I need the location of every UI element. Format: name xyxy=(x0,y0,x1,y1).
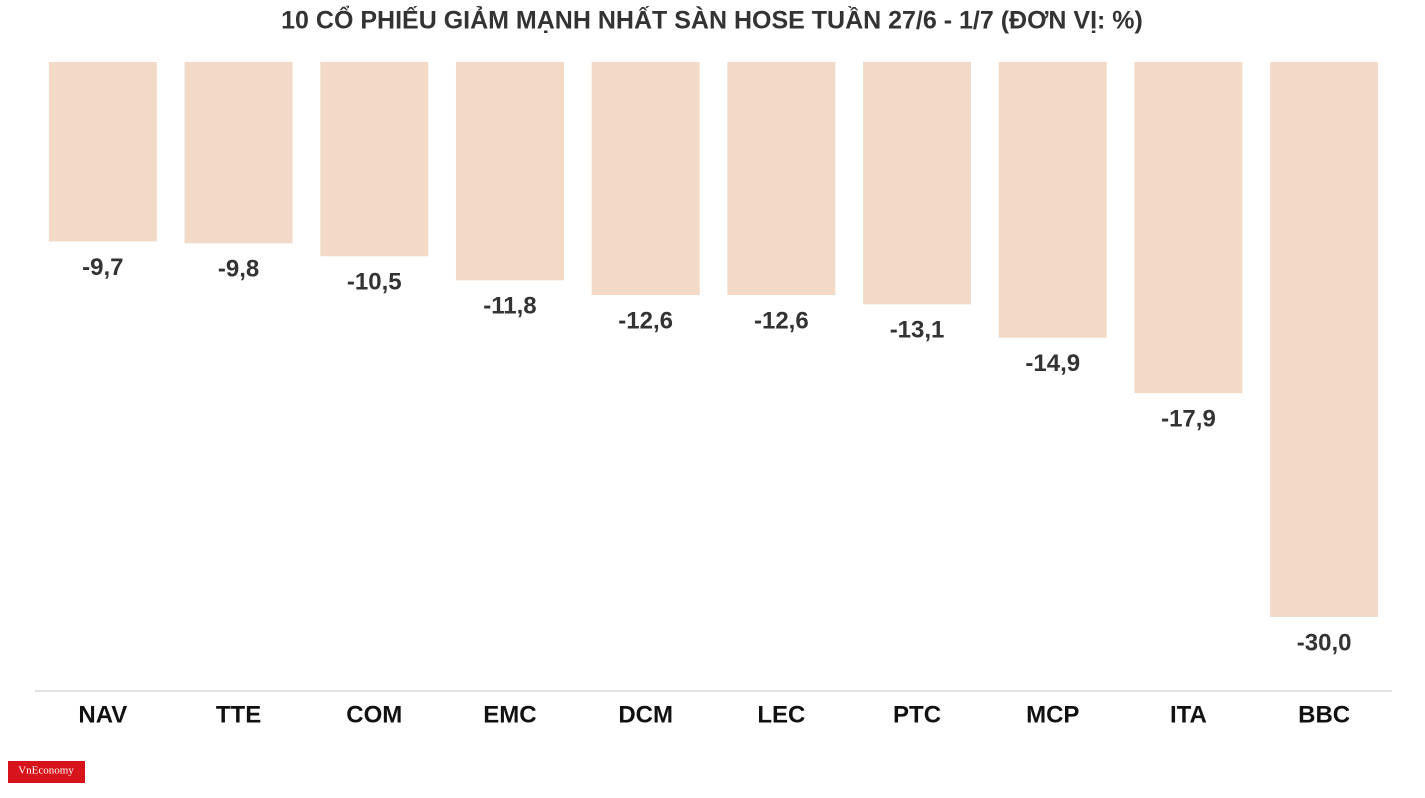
bar xyxy=(48,62,157,242)
x-tick-label: BBC xyxy=(1298,701,1350,728)
bar xyxy=(320,62,429,257)
value-label: -12,6 xyxy=(754,307,809,334)
source-logo: VnEconomy xyxy=(18,765,74,777)
x-tick-label: TTE xyxy=(216,701,261,728)
bar xyxy=(455,62,564,281)
x-tick-label: COM xyxy=(346,701,402,728)
value-label: -9,7 xyxy=(82,254,123,281)
value-label: -11,8 xyxy=(483,293,536,320)
bar xyxy=(1134,62,1243,394)
bar xyxy=(184,62,293,244)
x-tick-label: LEC xyxy=(757,701,805,728)
bar xyxy=(591,62,700,296)
x-tick-label: ITA xyxy=(1170,701,1207,728)
x-tick-label: DCM xyxy=(618,701,673,728)
value-label: -14,9 xyxy=(1025,350,1080,377)
bar xyxy=(998,62,1107,338)
logo-box xyxy=(8,761,85,783)
x-tick-label: EMC xyxy=(483,701,536,728)
x-tick-label: MCP xyxy=(1026,701,1079,728)
bar xyxy=(727,62,836,296)
value-label: -17,9 xyxy=(1161,405,1216,432)
x-tick-label: NAV xyxy=(78,701,127,728)
value-label: -13,1 xyxy=(890,317,945,344)
value-label: -30,0 xyxy=(1297,629,1352,656)
value-label: -12,6 xyxy=(618,307,673,334)
value-label: -10,5 xyxy=(347,269,402,296)
x-tick-label: PTC xyxy=(893,701,941,728)
bar xyxy=(863,62,972,305)
bar xyxy=(1270,62,1379,617)
value-label: -9,8 xyxy=(218,256,259,283)
chart-title: 10 CỔ PHIẾU GIẢM MẠNH NHẤT SÀN HOSE TUẦN… xyxy=(281,5,1143,35)
